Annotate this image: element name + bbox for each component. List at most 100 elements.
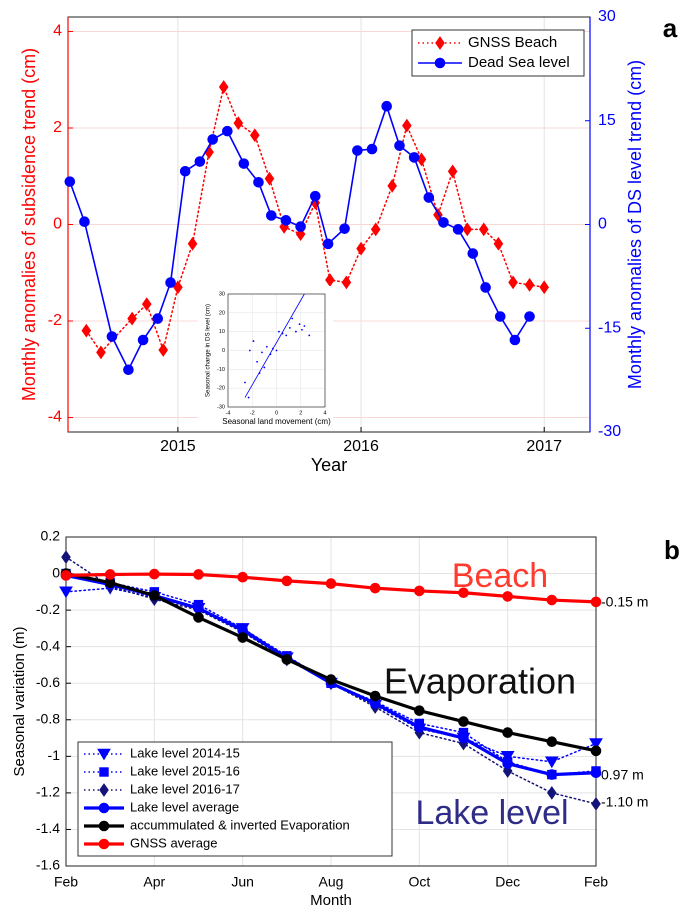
marker — [137, 334, 149, 346]
marker — [494, 311, 506, 322]
marker — [366, 143, 378, 155]
legend-label: Lake level 2014-15 — [130, 745, 240, 760]
marker — [500, 751, 515, 763]
y-axis-label: Seasonal change in DS level (cm) — [205, 304, 212, 397]
x-tick-label: Feb — [584, 874, 608, 890]
legend-marker — [99, 767, 109, 777]
panel-label: b — [664, 535, 680, 565]
y-tick-label: -0.2 — [36, 601, 60, 617]
y-tick-label: -20 — [217, 386, 225, 392]
y-tick-label: -2 — [48, 312, 62, 329]
marker — [387, 179, 397, 193]
y-tick-label: -1 — [48, 747, 61, 763]
marker — [61, 550, 71, 564]
x-tick-label: 2017 — [526, 438, 562, 455]
marker — [546, 594, 558, 606]
marker — [218, 80, 229, 94]
marker — [547, 786, 557, 800]
marker — [238, 158, 250, 169]
scatter-point — [271, 347, 274, 350]
marker — [295, 221, 306, 232]
y-tick-label: 0.2 — [41, 528, 61, 544]
marker — [544, 756, 559, 769]
y-tick-label: -4 — [48, 409, 62, 426]
y-tick-label: -1.4 — [36, 820, 60, 836]
marker — [502, 727, 513, 738]
annotation: Beach — [452, 557, 548, 595]
annotation: Evaporation — [384, 661, 576, 702]
marker — [590, 767, 602, 779]
marker — [502, 758, 513, 769]
legend-label: Dead Sea level — [468, 54, 570, 71]
marker — [414, 585, 425, 597]
legend-label: accummulated & inverted Evaporation — [130, 817, 350, 832]
legend-marker — [99, 783, 109, 797]
y-axis-label: Monthly anomalies of subsidence trend (c… — [19, 48, 39, 401]
marker — [589, 738, 603, 750]
marker — [480, 282, 491, 293]
y2-tick-label: 15 — [598, 112, 616, 129]
marker — [280, 215, 292, 226]
y2-axis-label: Monthly anomalies of DS level trend (cm) — [625, 60, 645, 389]
marker — [356, 241, 366, 256]
legend-label: GNSS Beach — [468, 34, 557, 51]
marker — [123, 364, 134, 376]
marker — [325, 578, 337, 589]
annotation: 0.97 m — [601, 767, 644, 783]
marker — [250, 128, 260, 143]
marker — [493, 236, 504, 251]
marker — [590, 745, 602, 757]
marker — [414, 705, 425, 716]
marker — [179, 165, 191, 177]
legend-marker — [98, 802, 110, 814]
marker — [502, 591, 513, 602]
marker — [237, 571, 248, 583]
marker — [141, 297, 152, 311]
y-tick-label: -0.8 — [36, 710, 60, 726]
y2-tick-label: 30 — [598, 8, 616, 25]
x-tick-label: Jun — [231, 874, 254, 890]
legend-marker — [434, 57, 446, 69]
legend-label: Lake level 2015-16 — [130, 763, 240, 778]
marker — [508, 275, 518, 290]
y-tick-label: -1.2 — [36, 784, 60, 800]
marker — [149, 590, 160, 601]
marker — [64, 176, 76, 187]
marker — [193, 602, 204, 614]
x-axis-label: Year — [311, 455, 347, 475]
marker — [309, 190, 321, 202]
x-tick-label: 2 — [299, 410, 302, 416]
scatter-point — [278, 330, 280, 333]
y-tick-label: 0 — [53, 216, 62, 233]
scatter-point — [288, 327, 291, 329]
plot-frame — [65, 536, 597, 867]
marker — [546, 769, 558, 780]
y2-tick-label: -15 — [598, 319, 621, 336]
scatter-point — [261, 351, 263, 354]
legend-label: Lake level 2016-17 — [130, 781, 240, 796]
marker — [462, 222, 473, 237]
series-line — [85, 84, 545, 354]
y-tick-label: 20 — [219, 310, 225, 316]
scatter-point — [275, 349, 278, 352]
y-tick-label: 4 — [53, 23, 62, 40]
marker — [524, 311, 535, 322]
inset-frame — [227, 293, 326, 408]
legend-label: Lake level average — [130, 799, 239, 814]
y-tick-label: 30 — [219, 291, 225, 297]
marker — [381, 100, 392, 112]
y-tick-label: -10 — [217, 367, 225, 373]
x-tick-label: Oct — [408, 874, 430, 890]
scatter-point — [248, 349, 251, 352]
marker — [458, 716, 469, 727]
marker — [423, 192, 435, 203]
scatter-point — [301, 328, 303, 331]
annotation: -1.10 m — [601, 794, 648, 810]
marker — [59, 586, 73, 599]
marker — [452, 224, 464, 235]
marker — [325, 674, 337, 685]
marker — [106, 331, 118, 342]
marker — [253, 177, 264, 188]
marker — [264, 171, 275, 186]
legend-marker — [97, 748, 111, 761]
